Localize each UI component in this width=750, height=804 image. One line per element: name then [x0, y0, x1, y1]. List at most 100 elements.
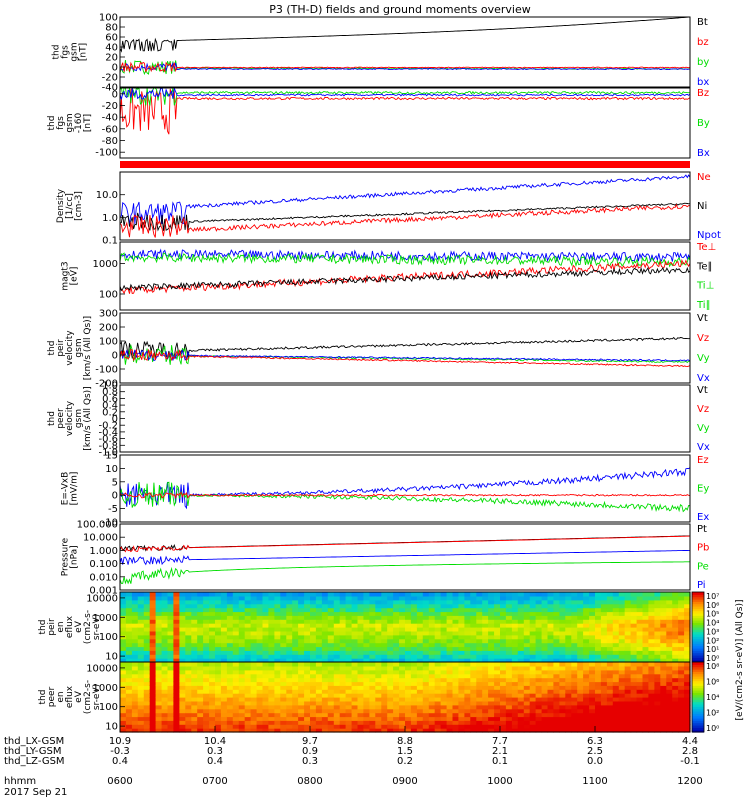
spectrogram-cell [238, 642, 246, 648]
spectrogram-cell [678, 607, 685, 613]
spectrogram-cell [446, 607, 454, 613]
spectrogram-cell [547, 603, 554, 609]
spectrogram-cell [387, 627, 394, 632]
spectrogram-cell [209, 693, 216, 698]
spectrogram-cell [256, 638, 264, 644]
spectrogram-cell [161, 669, 169, 675]
spectrogram-cell [298, 693, 305, 698]
spectrogram-cell [547, 627, 554, 632]
spectrogram-cell [577, 658, 584, 663]
colorbar-tick-label: 10³ [706, 627, 719, 636]
series-trace [119, 549, 690, 566]
spectrogram-cell [470, 724, 477, 729]
spectrogram-cell [452, 607, 459, 613]
spectrogram-cell [405, 646, 412, 651]
spectrogram-cell [648, 658, 655, 663]
spectrogram-cell [185, 646, 192, 651]
spectrogram-cell [583, 724, 590, 729]
spectrogram-cell [428, 595, 436, 601]
spectrogram-cell [250, 619, 258, 624]
spectrogram-cell [666, 708, 673, 714]
spectrogram-cell [363, 607, 370, 613]
spectrogram-cell [678, 662, 685, 667]
spectrogram-cell [440, 623, 448, 628]
spectrogram-cell [268, 677, 275, 683]
spectrogram-cell [636, 642, 644, 648]
spectrogram-cell [517, 689, 525, 694]
spectrogram-cell [422, 700, 430, 706]
spectrogram-cell [589, 634, 596, 640]
spectrogram-cell [482, 665, 489, 671]
spectrogram-cell [143, 669, 151, 675]
spectrogram-cell [523, 677, 531, 683]
spectrogram-cell [369, 638, 376, 644]
spectrogram-cell [595, 716, 602, 721]
spectrogram-cell [511, 700, 519, 706]
spectrogram-cell [232, 611, 240, 616]
spectrogram-cell [244, 627, 252, 632]
spectrogram-cell [488, 708, 495, 714]
spectrogram-cell [612, 607, 620, 613]
spectrogram-cell [357, 638, 364, 644]
spectrogram-cell [583, 665, 590, 671]
spectrogram-cell [505, 615, 513, 620]
spectrogram-cell [488, 724, 495, 729]
y-axis-label-line: [1/cc] [65, 193, 75, 219]
spectrogram-cell [678, 634, 685, 640]
spectrogram-cell [434, 673, 442, 679]
spectrogram-cell [416, 619, 424, 624]
y-axis-label: thdfgsgsm-160[nT] [47, 113, 93, 134]
spectrogram-cell [226, 712, 234, 718]
spectrogram-cell [678, 658, 685, 663]
spectrogram-cell [678, 724, 685, 729]
spectrogram-cell [357, 689, 364, 694]
spectrogram-cell [642, 615, 649, 620]
spectrogram-cell [470, 669, 477, 675]
spectrogram-cell [517, 716, 525, 721]
spectrogram-cell [565, 673, 572, 679]
spectrogram-cell [630, 615, 638, 620]
spectrogram-cell [387, 619, 394, 624]
spectrogram-cell [155, 677, 163, 683]
spectrogram-cell [523, 662, 531, 667]
spectrogram-cell [494, 720, 501, 725]
spectrogram-cell [149, 712, 157, 718]
spectrogram-cell [375, 689, 382, 694]
spectrogram-cell [250, 716, 258, 721]
spectrogram-cell [505, 592, 513, 597]
spectrogram-cell [452, 619, 459, 624]
spectrogram-cell [583, 716, 590, 721]
spectrogram-cell [405, 700, 412, 706]
spectrogram-cell [571, 677, 578, 683]
spectrogram-cell [238, 700, 246, 706]
spectrogram-cell [333, 665, 341, 671]
spectrogram-cell [280, 708, 287, 714]
spectrogram-cell [672, 607, 679, 613]
spectrogram-cell [321, 665, 329, 671]
spectrogram-cell [618, 592, 626, 597]
spectrogram-cell [452, 646, 459, 651]
spectrogram-cell [197, 623, 204, 628]
spectrogram-cell [589, 607, 596, 613]
spectrogram-cell [500, 654, 507, 659]
spectrogram-cell [321, 724, 329, 729]
spectrogram-cell [606, 685, 614, 690]
spectrogram-cell [321, 650, 329, 655]
spectrogram-cell [286, 599, 293, 605]
spectrogram-cell [654, 595, 661, 601]
spectrogram-cell [654, 615, 661, 620]
spectrogram-cell [304, 665, 311, 671]
spectrogram-cell [131, 646, 139, 651]
spectrogram-cell [149, 716, 157, 721]
spectrogram-cell [589, 654, 596, 659]
spectrogram-cell [298, 599, 305, 605]
spectrogram-cell [612, 700, 620, 706]
spectrogram-cell [351, 700, 359, 706]
legend-entry: bz [697, 37, 709, 48]
spectrogram-cell [232, 595, 240, 601]
spectrogram-cell [684, 611, 691, 616]
spectrogram-cell [434, 599, 442, 605]
y-axis-label-line: (cm2-s- [83, 680, 93, 714]
spectrogram-cell [488, 662, 495, 667]
spectrogram-cell [232, 619, 240, 624]
